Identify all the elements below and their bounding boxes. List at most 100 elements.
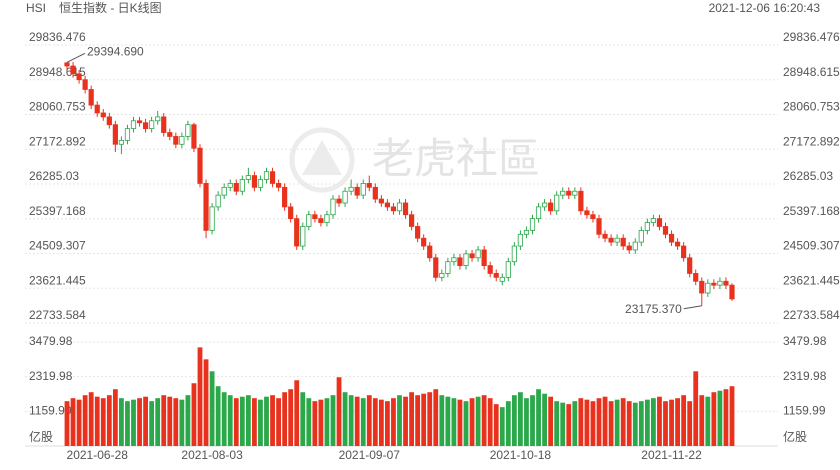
candle-body [360,183,366,196]
candle-body [245,175,251,180]
candle-body [312,214,318,220]
candle-body [445,261,451,274]
candle-body [608,237,614,243]
candle-body [602,233,608,239]
volume-bar [221,392,227,446]
volume-bar [131,399,136,446]
volume-bar [505,401,511,446]
candle-body [711,282,717,286]
volume-bar [548,396,554,446]
volume-bar [76,399,82,446]
volume-bar [651,398,656,446]
volume-bar [669,399,674,446]
volume-bar [300,392,306,446]
candle-body [142,122,149,130]
y-tick-label: 27172.892 [29,134,86,148]
candle-body [457,257,463,267]
candle-body [330,198,336,216]
volume-bar [360,398,366,446]
y-tick-label: 23621.445 [783,273,840,287]
candle-body [161,116,167,133]
volume-tick-label: 3479.98 [783,334,827,348]
candle-body [499,276,505,282]
volume-bar [264,396,269,446]
volume-bar [366,395,372,446]
volume-bar [191,383,197,446]
y-tick-label: 22733.584 [783,308,840,322]
volume-bar [560,402,566,446]
volume-bar [626,401,632,446]
volume-bar [385,401,390,446]
candle-body [463,253,469,267]
volume-bar [155,398,161,446]
candle-body [402,202,409,216]
volume-bar [530,395,535,446]
candle-body [687,257,693,274]
y-tick-label: 25397.168 [783,204,840,218]
x-tick-label: 2021-08-03 [181,448,243,462]
volume-bar [566,404,572,446]
candle-body [705,282,711,294]
y-tick-label: 28060.753 [29,100,86,114]
volume-bar [397,395,402,446]
candle-body [306,214,312,227]
volume-bar [723,389,729,446]
candle-body [481,249,487,267]
candle-body [70,65,76,75]
candle-body [693,273,699,282]
volume-bar [687,401,693,446]
candle-body [106,116,112,126]
volume-bar [143,396,148,446]
candle-body [729,284,735,300]
candle-body [578,190,584,212]
candle-body [251,175,258,188]
candle-body [681,245,687,259]
candle-body [130,120,137,130]
candle-body [650,218,657,223]
volume-bar [318,399,324,446]
volume-bar [499,407,505,446]
candle-body [408,214,415,227]
candle-body [626,245,632,251]
volume-bar [276,398,281,446]
y-tick-label: 25397.168 [29,204,86,218]
volume-bar [705,396,711,446]
volume-bar [608,401,614,446]
volume-bar [644,399,650,446]
y-tick-label: 29836.476 [783,30,840,44]
volume-bar [372,398,378,446]
volume-bar [161,395,167,446]
volume-bar [554,401,560,446]
candle-body [263,171,270,180]
candle-body [475,249,481,259]
volume-bar [536,389,541,446]
volume-bar [445,396,451,446]
volume-bar [475,396,481,446]
volume-bar [149,401,155,446]
candle-body [493,273,499,278]
volume-tick-label: 1159.99 [783,404,826,418]
volume-bar [179,399,185,446]
volume-bar [542,393,547,446]
volume-bar [306,398,312,446]
y-tick-label: 24509.307 [29,239,86,253]
volume-bar [336,377,342,446]
volume-bar [119,398,124,446]
candle-body [167,132,173,137]
candle-body [294,218,300,247]
y-tick-label: 28948.615 [783,65,840,79]
volume-bar [409,392,414,446]
volume-bar [421,393,427,446]
volume-bar [717,390,723,446]
candle-body [197,147,203,184]
candle-body [529,218,536,231]
candle-body [282,186,288,208]
candle-body [112,124,118,145]
x-tick-label: 2021-11-22 [641,448,702,462]
candle-body [76,73,82,81]
candle-body [632,241,638,251]
candle-body [275,183,282,188]
candle-body [674,241,681,247]
candle-body [517,233,524,247]
volume-bar [282,392,288,446]
